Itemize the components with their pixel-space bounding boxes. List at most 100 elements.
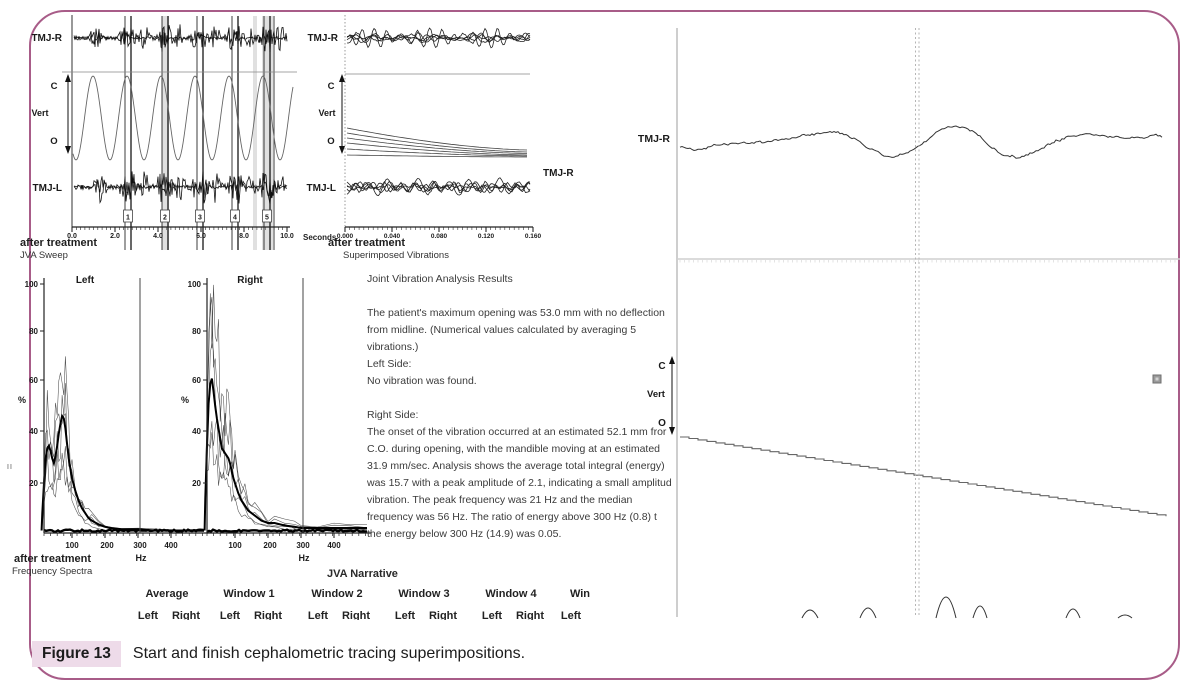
superimposed-xtick: 0.160 <box>525 233 542 240</box>
col-window1: Window 1 <box>223 588 275 600</box>
sub-right: Right <box>253 610 283 620</box>
tracing-c-label: C <box>658 361 665 372</box>
handle-square-inner <box>1155 377 1159 381</box>
ytick: 100 <box>25 280 39 289</box>
sub-right: Right <box>341 610 371 620</box>
sweep-o-label: O <box>50 136 57 147</box>
figure-border <box>29 10 1180 680</box>
right-side-label: Right Side: <box>367 409 419 421</box>
arrow-up-icon <box>339 74 345 82</box>
percent-label: % <box>18 395 26 405</box>
superimposed-o-label: O <box>327 136 334 147</box>
superimposed-title: Superimposed Vibrations <box>343 250 449 261</box>
sweep-x-unit: Seconds <box>303 233 337 242</box>
col-window5-clipped: Win <box>569 588 591 600</box>
ytick: 60 <box>29 376 38 385</box>
event-marker-2: 2 <box>163 215 167 222</box>
sweep-tmjl-label: TMJ-L <box>33 183 62 194</box>
jva-sweep-chart: TMJ-R C Vert O TMJ-L 0.0 2.0 4.0 6.0 8.0… <box>31 15 297 250</box>
scan-artifact-mark: II <box>7 464 13 471</box>
ytick: 40 <box>29 427 38 436</box>
xtick: 300 <box>296 541 310 550</box>
superimposed-xtick: 0.080 <box>431 233 448 240</box>
superimposed-after-treatment: after treatment <box>328 237 406 249</box>
spectra-after-treatment: after treatment <box>14 553 92 565</box>
xtick: 400 <box>327 541 341 550</box>
hz-label: Hz <box>136 553 147 563</box>
xtick: 100 <box>228 541 242 550</box>
event-marker-3: 3 <box>198 215 202 222</box>
event-marker-1: 1 <box>126 215 130 222</box>
xtick: 300 <box>133 541 147 550</box>
sub-left: Left <box>560 610 582 620</box>
hz-label: Hz <box>299 553 310 563</box>
sweep-xtick: 6.0 <box>196 233 206 240</box>
narrative-line: the energy below 300 Hz (14.9) was 0.05. <box>367 528 562 540</box>
spectrum-left-y-ticks <box>40 283 44 484</box>
col-window4: Window 4 <box>485 588 537 600</box>
sub-left: Left <box>307 610 329 620</box>
arrow-up-icon <box>669 356 675 364</box>
narrative-line: vibrations.) <box>367 341 419 353</box>
narrative-line: The patient's maximum opening was 53.0 m… <box>367 307 665 319</box>
percent-label: % <box>181 395 189 405</box>
col-window3: Window 3 <box>398 588 450 600</box>
sweep-xtick: 4.0 <box>153 233 163 240</box>
sweep-tmjr-label: TMJ-R <box>31 33 62 44</box>
narrative-line: from midline. (Numerical values calculat… <box>367 324 637 336</box>
figure-caption-text: Start and finish cephalometric tracing s… <box>132 645 526 662</box>
sub-right: Right <box>428 610 458 620</box>
narrative-line: was 15.7 with a peak amplitude of 2.1, i… <box>367 477 672 489</box>
summary-table: Average Window 1 Window 2 Window 3 Windo… <box>120 588 620 620</box>
xtick: 400 <box>164 541 178 550</box>
figure-number-tag: Figure 13 <box>32 641 121 667</box>
sweep-after-treatment: after treatment <box>20 237 98 249</box>
frequency-spectrum-right: Right 100 80 60 40 20 % 100 200 300 400 … <box>181 275 371 563</box>
superimposed-xtick: 0.040 <box>384 233 401 240</box>
xtick: 200 <box>100 541 114 550</box>
sub-left: Left <box>219 610 241 620</box>
col-window2: Window 2 <box>311 588 363 600</box>
event-marker-5: 5 <box>265 215 269 222</box>
ytick: 80 <box>192 327 201 336</box>
sub-left: Left <box>137 610 159 620</box>
superimposed-vibrations-chart: TMJ-R C Vert O TMJ-L TMJ-R 0.000 0.040 0… <box>307 15 574 240</box>
xtick: 200 <box>263 541 277 550</box>
spectrum-right-title: Right <box>237 275 263 286</box>
superimposed-tmjr-label: TMJ-R <box>307 33 338 44</box>
superimposed-tmjl-label: TMJ-L <box>307 183 336 194</box>
sweep-xtick: 2.0 <box>110 233 120 240</box>
narrative-line: 31.9 mm/sec. Analysis shows the average … <box>367 460 665 472</box>
superimposed-vert-label: Vert <box>318 108 335 118</box>
sub-right: Right <box>515 610 545 620</box>
superimposed-c-label: C <box>328 81 335 92</box>
sweep-xtick: 10.0 <box>280 233 294 240</box>
tracing-panel: TMJ-R C Vert O <box>638 28 1180 619</box>
left-side-label: Left Side: <box>367 358 412 370</box>
figure-caption: Figure 13 Start and finish cephalometric… <box>32 641 525 667</box>
event-marker-4: 4 <box>233 215 237 222</box>
jva-results-text: Joint Vibration Analysis Results The pat… <box>367 271 672 543</box>
narrative-line: C.O. during opening, with the mandible m… <box>367 443 661 455</box>
sweep-xtick: 8.0 <box>239 233 249 240</box>
superimposed-xtick: 0.000 <box>337 233 354 240</box>
tracing-o-label: O <box>658 418 666 429</box>
jva-narrative-label: JVA Narrative <box>327 568 398 580</box>
spectra-title: Frequency Spectra <box>12 566 93 577</box>
tracing-tmjr-label: TMJ-R <box>638 133 670 145</box>
spectrum-right-y-ticks <box>203 283 207 484</box>
narrative-line: The onset of the vibration occurred at a… <box>367 426 667 438</box>
superimposed-tmjr-right-label: TMJ-R <box>543 168 574 179</box>
ytick: 20 <box>29 479 38 488</box>
arrow-down-icon <box>65 146 71 154</box>
arrow-up-icon <box>65 74 71 82</box>
sweep-title: JVA Sweep <box>20 250 68 261</box>
event-markers: 1 2 3 4 5 <box>123 209 272 223</box>
frequency-spectrum-left: Left 100 80 60 40 20 % 100 200 300 400 H… <box>18 275 208 563</box>
sweep-vert-label: Vert <box>31 108 48 118</box>
ytick: 100 <box>188 280 202 289</box>
sub-left: Left <box>481 610 503 620</box>
left-side-text: No vibration was found. <box>367 375 477 387</box>
narrative-line: vibration. The peak frequency was 21 Hz … <box>367 494 633 506</box>
